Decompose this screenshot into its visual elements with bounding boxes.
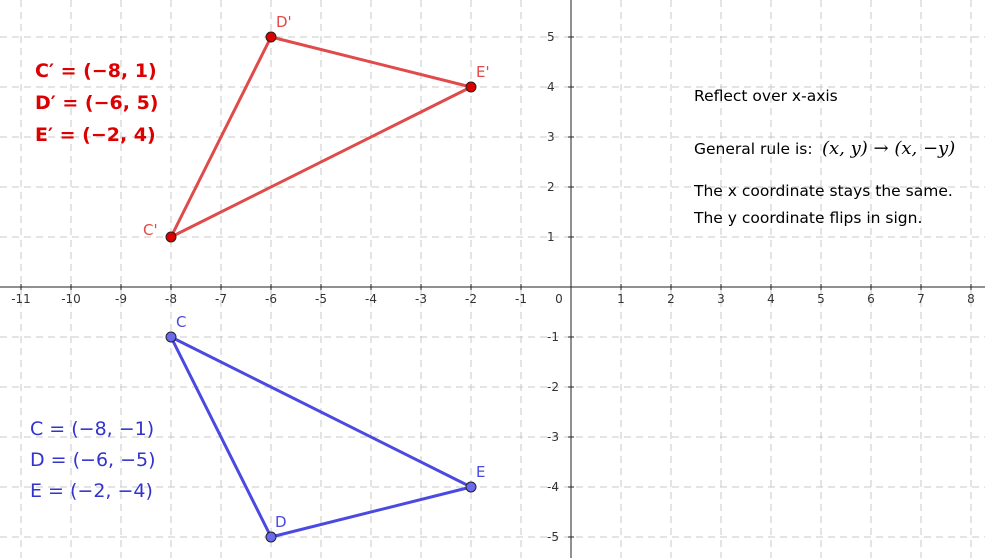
image-triangle-vertex[interactable] [165,231,177,243]
x-tick-label: -5 [315,292,327,306]
image-triangle-vertex-label: E' [476,63,490,81]
image-triangle: C' D' E' [143,13,490,243]
rule-formula: (x, y) → (x, −y) [822,138,955,159]
equation-e-prime: E′ = (−2, 4) [35,124,156,146]
image-triangle-side [169,35,273,239]
image-triangle-vertex[interactable] [465,81,477,93]
original-triangle-vertex[interactable] [265,531,277,543]
original-triangle-side [169,335,473,489]
original-equations: C = (−8, −1) D = (−6, −5) E = (−2, −4) [30,418,156,502]
original-triangle-vertex[interactable] [165,331,177,343]
original-triangle-side [169,335,273,539]
notes-title: Reflect over x-axis [694,87,838,105]
y-tick-label: -1 [547,330,559,344]
note-x-coordinate: The x coordinate stays the same. [693,182,953,200]
y-tick-label: -3 [547,430,559,444]
x-tick-label: 0 [555,292,563,306]
y-tick-label: 1 [547,230,555,244]
original-triangle: C D E [165,313,485,543]
x-tick-label: 2 [667,292,675,306]
y-tick-label: -5 [547,530,559,544]
image-triangle-vertex-label: C' [143,221,158,239]
x-tick-label: -1 [515,292,527,306]
x-tick-label: 1 [617,292,625,306]
image-triangle-vertex[interactable] [265,31,277,43]
original-triangle-vertex-label: E [476,463,485,481]
original-triangle-vertex-label: D [275,513,287,531]
x-tick-label: 6 [867,292,875,306]
x-tick-label: -8 [165,292,177,306]
equation-e: E = (−2, −4) [30,480,153,502]
x-tick-label: 7 [917,292,925,306]
x-tick-label: -4 [365,292,377,306]
x-tick-label: -9 [115,292,127,306]
x-tick-label: 8 [967,292,975,306]
explanation-notes: Reflect over x-axis General rule is: (x,… [693,87,955,227]
x-tick-label: -7 [215,292,227,306]
image-triangle-side [269,35,473,89]
x-tick-label: 3 [717,292,725,306]
y-tick-label: 4 [547,80,555,94]
x-tick-label: -10 [61,292,81,306]
equation-c: C = (−8, −1) [30,418,154,440]
y-tick-label: -4 [547,480,559,494]
x-tick-label: -3 [415,292,427,306]
image-triangle-side [169,85,473,239]
image-equations: C′ = (−8, 1) D′ = (−6, 5) E′ = (−2, 4) [35,60,159,146]
original-triangle-side [269,485,473,539]
x-tick-label: 4 [767,292,775,306]
x-tick-label: -2 [465,292,477,306]
note-y-coordinate: The y coordinate flips in sign. [693,209,922,227]
y-tick-label: 3 [547,130,555,144]
equation-c-prime: C′ = (−8, 1) [35,60,157,82]
rule-prefix: General rule is: [694,140,813,158]
y-tick-label: -2 [547,380,559,394]
equation-d: D = (−6, −5) [30,449,156,471]
original-triangle-vertex-label: C [176,313,186,331]
x-tick-label: 5 [817,292,825,306]
equation-d-prime: D′ = (−6, 5) [35,92,159,114]
original-triangle-vertex[interactable] [465,481,477,493]
image-triangle-vertex-label: D' [276,13,292,31]
tick-labels: -11 -10 -9 -8 -7 -6 -5 -4 -3 -2 -1 0 1 2 3 4 5 6 7 854321-1… [11,30,975,544]
x-tick-label: -11 [11,292,31,306]
y-tick-label: 5 [547,30,555,44]
y-tick-label: 2 [547,180,555,194]
x-tick-label: -6 [265,292,277,306]
